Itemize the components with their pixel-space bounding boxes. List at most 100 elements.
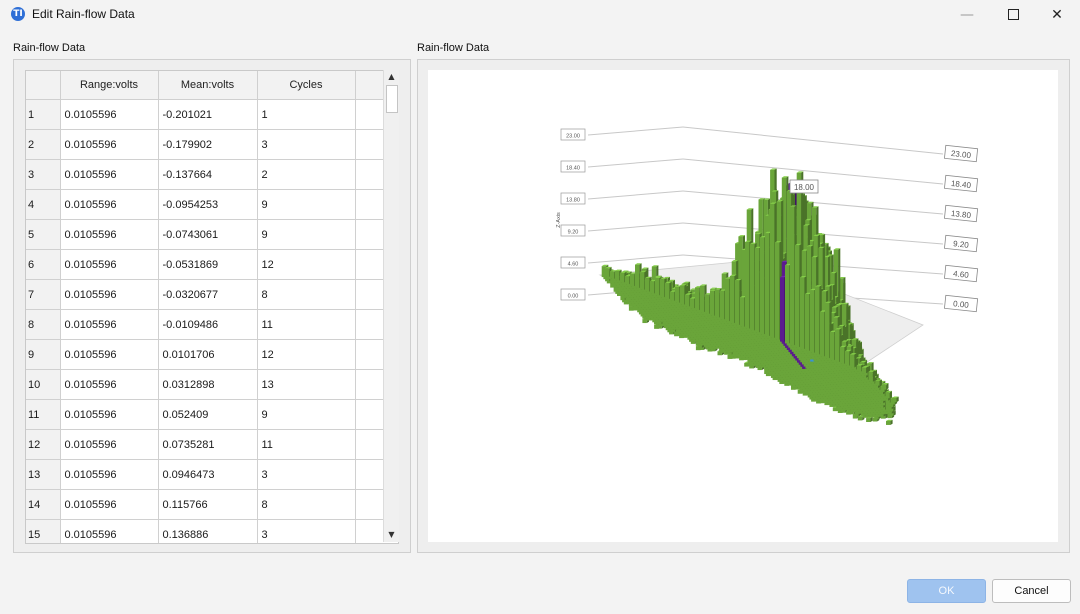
table-row[interactable]: 8 0.0105596 -0.0109486 11 (26, 309, 398, 340)
cycles-cell[interactable]: 3 (257, 519, 356, 543)
mean-cell[interactable]: -0.0531869 (158, 249, 258, 280)
mean-cell[interactable]: 0.0946473 (158, 459, 258, 490)
range-cell[interactable]: 0.0105596 (60, 309, 159, 340)
table-group-label: Rain-flow Data (13, 42, 86, 54)
mean-cell[interactable]: -0.0320677 (158, 279, 258, 310)
mean-cell[interactable]: -0.137664 (158, 159, 258, 190)
range-cell[interactable]: 0.0105596 (60, 249, 159, 280)
cancel-button[interactable]: Cancel (992, 579, 1071, 603)
table-row[interactable]: 10 0.0105596 0.0312898 13 (26, 369, 398, 400)
row-number[interactable]: 8 (26, 309, 61, 340)
row-number[interactable]: 13 (26, 459, 61, 490)
mean-cell[interactable]: -0.201021 (158, 99, 258, 130)
table-row[interactable]: 14 0.0105596 0.115766 8 (26, 489, 398, 520)
ok-button[interactable]: OK (907, 579, 986, 603)
column-header-mean[interactable]: Mean:volts (158, 71, 258, 100)
cycles-cell[interactable]: 2 (257, 159, 356, 190)
cycles-cell[interactable]: 9 (257, 399, 356, 430)
cycles-cell[interactable]: 3 (257, 459, 356, 490)
range-cell[interactable]: 0.0105596 (60, 219, 159, 250)
bar-front (868, 371, 873, 378)
mean-cell[interactable]: -0.0743061 (158, 219, 258, 250)
mean-cell[interactable]: -0.0109486 (158, 309, 258, 340)
mean-cell[interactable]: 0.136886 (158, 519, 258, 543)
table-row[interactable]: 13 0.0105596 0.0946473 3 (26, 459, 398, 490)
table-row[interactable]: 4 0.0105596 -0.0954253 9 (26, 189, 398, 220)
range-cell[interactable]: 0.0105596 (60, 459, 159, 490)
cycles-cell[interactable]: 11 (257, 429, 356, 460)
range-cell[interactable]: 0.0105596 (60, 429, 159, 460)
range-cell[interactable]: 0.0105596 (60, 99, 159, 130)
range-cell[interactable]: 0.0105596 (60, 189, 159, 220)
range-cell[interactable]: 0.0105596 (60, 369, 159, 400)
table-row[interactable]: 3 0.0105596 -0.137664 2 (26, 159, 398, 190)
bar-front (695, 287, 700, 311)
row-number[interactable]: 12 (26, 429, 61, 460)
table-row[interactable]: 6 0.0105596 -0.0531869 12 (26, 249, 398, 280)
mean-cell[interactable]: 0.0735281 (158, 429, 258, 460)
scroll-up-icon[interactable]: ▲ (388, 72, 395, 81)
row-number[interactable]: 11 (26, 399, 61, 430)
cycles-cell[interactable]: 11 (257, 309, 356, 340)
bar-front (630, 273, 635, 287)
rainflow-3d-chart[interactable]: 23.00 23.00 18.40 18.40 13.80 13.80 9.20 9.20 4.… (428, 70, 1058, 542)
maximize-button[interactable] (990, 0, 1036, 30)
range-cell[interactable]: 0.0105596 (60, 519, 159, 543)
table-scrollbar[interactable]: ▲ ▼ (383, 70, 399, 542)
row-number[interactable]: 1 (26, 99, 61, 130)
scroll-down-icon[interactable]: ▼ (388, 530, 395, 539)
minimize-button[interactable]: — (944, 0, 990, 30)
table-row[interactable]: 5 0.0105596 -0.0743061 9 (26, 219, 398, 250)
range-cell[interactable]: 0.0105596 (60, 279, 159, 310)
row-number[interactable]: 5 (26, 219, 61, 250)
cycles-cell[interactable]: 12 (257, 339, 356, 370)
row-number[interactable]: 2 (26, 129, 61, 160)
scroll-thumb[interactable] (386, 85, 398, 113)
range-cell[interactable]: 0.0105596 (60, 399, 159, 430)
table-row[interactable]: 1 0.0105596 -0.201021 1 (26, 99, 398, 130)
range-cell[interactable]: 0.0105596 (60, 159, 159, 190)
column-header-range[interactable]: Range:volts (60, 71, 159, 100)
range-cell[interactable]: 0.0105596 (60, 489, 159, 520)
cycles-cell[interactable]: 12 (257, 249, 356, 280)
bar-front (874, 415, 879, 420)
row-number[interactable]: 4 (26, 189, 61, 220)
row-number[interactable]: 7 (26, 279, 61, 310)
table-row[interactable]: 7 0.0105596 -0.0320677 8 (26, 279, 398, 310)
cycles-cell[interactable]: 3 (257, 129, 356, 160)
mean-cell[interactable]: -0.179902 (158, 129, 258, 160)
table-row[interactable]: 15 0.0105596 0.136886 3 (26, 519, 398, 543)
bar-top (841, 302, 849, 305)
row-number[interactable]: 15 (26, 519, 61, 543)
row-number[interactable]: 9 (26, 339, 61, 370)
bar-front (805, 294, 810, 351)
range-cell[interactable]: 0.0105596 (60, 129, 159, 160)
table-row[interactable]: 11 0.0105596 0.052409 9 (26, 399, 398, 430)
row-number[interactable]: 10 (26, 369, 61, 400)
cycles-cell[interactable]: 9 (257, 219, 356, 250)
row-number[interactable]: 3 (26, 159, 61, 190)
cycles-cell[interactable]: 8 (257, 489, 356, 520)
bar-front (705, 294, 710, 314)
mean-cell[interactable]: 0.0312898 (158, 369, 258, 400)
mean-cell[interactable]: 0.0101706 (158, 339, 258, 370)
cycles-cell[interactable]: 1 (257, 99, 356, 130)
cycles-cell[interactable]: 13 (257, 369, 356, 400)
table-row[interactable]: 12 0.0105596 0.0735281 11 (26, 429, 398, 460)
mean-cell[interactable]: 0.115766 (158, 489, 258, 520)
close-button[interactable]: ✕ (1034, 0, 1080, 30)
table-row[interactable]: 2 0.0105596 -0.179902 3 (26, 129, 398, 160)
column-header-cycles[interactable]: Cycles (257, 71, 356, 100)
z-tick-label-right: 4.60 (953, 269, 970, 280)
mean-cell[interactable]: -0.0954253 (158, 189, 258, 220)
row-number[interactable]: 14 (26, 489, 61, 520)
table-row[interactable]: 9 0.0105596 0.0101706 12 (26, 339, 398, 370)
bar-front (872, 408, 877, 413)
rainflow-table[interactable]: Range:volts Mean:volts Cycles 1 0.0105596… (25, 70, 399, 544)
range-cell[interactable]: 0.0105596 (60, 339, 159, 370)
mean-cell[interactable]: 0.052409 (158, 399, 258, 430)
row-number[interactable]: 6 (26, 249, 61, 280)
cycles-cell[interactable]: 9 (257, 189, 356, 220)
cycles-cell[interactable]: 8 (257, 279, 356, 310)
corner-header[interactable] (26, 71, 61, 100)
